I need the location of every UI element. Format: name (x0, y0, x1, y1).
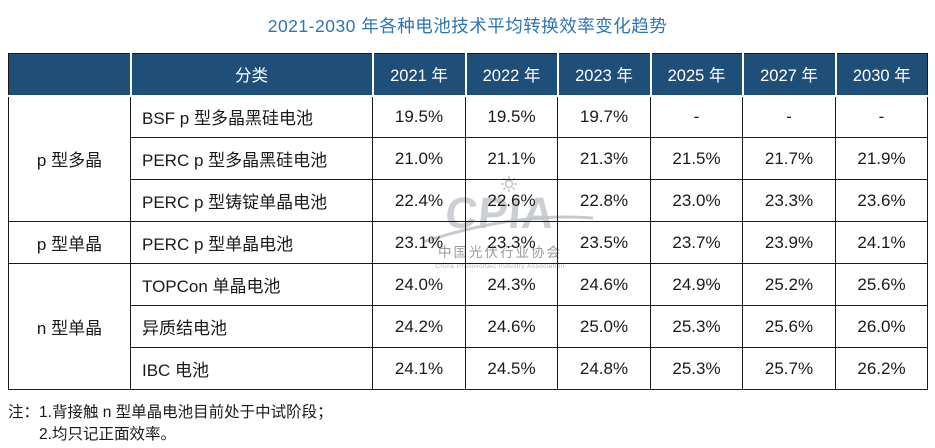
category-cell: PERC p 型多晶黑硅电池 (130, 137, 373, 180)
value-cell: - (835, 95, 928, 138)
header-year-2027: 2027 年 (741, 53, 837, 97)
value-cell: - (650, 95, 743, 138)
value-cell: 23.3% (742, 179, 836, 222)
value-cell: 21.0% (372, 137, 466, 180)
value-cell: 21.9% (835, 137, 928, 180)
value-cell: 21.3% (557, 137, 651, 180)
efficiency-table: 分类 2021 年 2022 年 2023 年 2025 年 2027 年 20… (8, 53, 928, 390)
footnote-item-2: 2.均只记正面效率。 (39, 426, 176, 443)
footnote-item-1: 1.背接触 n 型单晶电池目前处于中试阶段； (39, 404, 333, 421)
table-row: PERC p 型多晶黑硅电池 21.0% 21.1% 21.3% 21.5% 2… (9, 137, 928, 180)
value-cell: 19.5% (372, 95, 466, 138)
header-category: 分类 (129, 53, 374, 97)
header-year-2021: 2021 年 (371, 53, 467, 97)
table-row: 异质结电池 24.2% 24.6% 25.0% 25.3% 25.6% 26.0… (9, 305, 928, 348)
value-cell: 22.8% (557, 179, 651, 222)
value-cell: 24.6% (465, 305, 558, 348)
value-cell: 24.1% (372, 347, 466, 390)
category-cell: PERC p 型铸锭单晶电池 (130, 179, 373, 222)
value-cell: 24.6% (557, 263, 651, 306)
value-cell: 24.2% (372, 305, 466, 348)
header-corner-cell (8, 53, 132, 97)
value-cell: 26.0% (835, 305, 928, 348)
footnote-items: 1.背接触 n 型单晶电池目前处于中试阶段； 2.均只记正面效率。 (39, 402, 333, 446)
value-cell: 23.7% (650, 221, 743, 264)
table-row: IBC 电池 24.1% 24.5% 24.8% 25.3% 25.7% 26.… (9, 347, 928, 390)
value-cell: 23.9% (742, 221, 836, 264)
value-cell: 24.0% (372, 263, 466, 306)
category-cell: IBC 电池 (130, 347, 373, 390)
value-cell: 19.7% (557, 95, 651, 138)
value-cell: 21.7% (742, 137, 836, 180)
footnotes: 注： 1.背接触 n 型单晶电池目前处于中试阶段； 2.均只记正面效率。 (8, 402, 333, 446)
value-cell: 25.6% (742, 305, 836, 348)
value-cell: 25.2% (742, 263, 836, 306)
value-cell: - (742, 95, 836, 138)
category-cell: PERC p 型单晶电池 (130, 221, 373, 264)
header-year-2022: 2022 年 (464, 53, 559, 97)
header-year-2023: 2023 年 (556, 53, 652, 97)
group-cell-p-multi: p 型多晶 (8, 95, 131, 222)
header-year-2030: 2030 年 (834, 53, 928, 97)
value-cell: 24.5% (465, 347, 558, 390)
value-cell: 25.3% (650, 305, 743, 348)
category-cell: BSF p 型多晶黑硅电池 (130, 95, 373, 138)
value-cell: 23.0% (650, 179, 743, 222)
table-row: PERC p 型铸锭单晶电池 22.4% 22.6% 22.8% 23.0% 2… (9, 179, 928, 222)
table-row: n 型单晶 TOPCon 单晶电池 24.0% 24.3% 24.6% 24.9… (8, 263, 928, 390)
table-header-row: 分类 2021 年 2022 年 2023 年 2025 年 2027 年 20… (8, 53, 928, 97)
value-cell: 23.6% (835, 179, 928, 222)
table-row: p 型单晶 PERC p 型单晶电池 23.1% 23.3% 23.5% 23.… (8, 221, 928, 264)
category-cell: 异质结电池 (130, 305, 373, 348)
value-cell: 22.6% (465, 179, 558, 222)
group-cell-n-mono: n 型单晶 (8, 263, 131, 390)
header-year-2025: 2025 年 (649, 53, 744, 97)
footnote-label: 注： (8, 404, 40, 421)
value-cell: 24.9% (650, 263, 743, 306)
value-cell: 25.6% (835, 263, 928, 306)
value-cell: 24.8% (557, 347, 651, 390)
value-cell: 25.0% (557, 305, 651, 348)
value-cell: 23.3% (465, 221, 558, 264)
category-cell: TOPCon 单晶电池 (130, 263, 373, 306)
value-cell: 26.2% (835, 347, 928, 390)
value-cell: 19.5% (465, 95, 558, 138)
value-cell: 22.4% (372, 179, 466, 222)
value-cell: 25.7% (742, 347, 836, 390)
value-cell: 23.1% (372, 221, 466, 264)
value-cell: 21.1% (465, 137, 558, 180)
value-cell: 25.3% (650, 347, 743, 390)
value-cell: 21.5% (650, 137, 743, 180)
table-row: p 型多晶 BSF p 型多晶黑硅电池 19.5% 19.5% 19.7% - … (8, 95, 928, 222)
value-cell: 23.5% (557, 221, 651, 264)
value-cell: 24.3% (465, 263, 558, 306)
page-title: 2021-2030 年各种电池技术平均转换效率变化趋势 (267, 16, 668, 36)
group-cell-p-mono: p 型单晶 (8, 221, 131, 264)
value-cell: 24.1% (835, 221, 928, 264)
